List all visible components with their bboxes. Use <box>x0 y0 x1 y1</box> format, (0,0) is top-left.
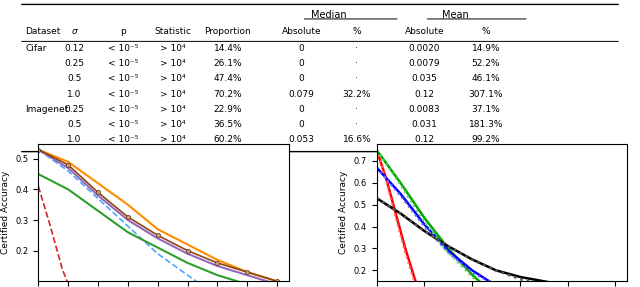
Text: 14.4%: 14.4% <box>214 44 242 53</box>
Text: 0.0083: 0.0083 <box>408 105 440 114</box>
Text: 0.079: 0.079 <box>289 90 314 98</box>
Text: Proportion: Proportion <box>204 27 252 36</box>
Text: 22.9%: 22.9% <box>214 105 242 114</box>
Text: ·: · <box>355 44 358 53</box>
Text: 307.1%: 307.1% <box>468 90 503 98</box>
Text: < 10⁻⁵: < 10⁻⁵ <box>108 90 139 98</box>
Text: Mean: Mean <box>442 10 468 20</box>
Text: 36.5%: 36.5% <box>214 120 242 129</box>
Text: 47.4%: 47.4% <box>214 74 242 84</box>
Text: p: p <box>120 27 126 36</box>
Text: ·: · <box>355 59 358 68</box>
Text: > 10⁴: > 10⁴ <box>160 105 186 114</box>
Text: < 10⁻⁵: < 10⁻⁵ <box>108 44 139 53</box>
Text: 0.035: 0.035 <box>412 74 437 84</box>
Text: 1.0: 1.0 <box>67 135 81 144</box>
Text: < 10⁻⁵: < 10⁻⁵ <box>108 120 139 129</box>
Text: σ: σ <box>72 27 77 36</box>
Text: > 10⁴: > 10⁴ <box>160 74 186 84</box>
Text: ·: · <box>355 105 358 114</box>
Text: 14.9%: 14.9% <box>472 44 500 53</box>
Text: 181.3%: 181.3% <box>468 120 503 129</box>
Text: 26.1%: 26.1% <box>214 59 242 68</box>
Text: < 10⁻⁵: < 10⁻⁵ <box>108 59 139 68</box>
Text: 46.1%: 46.1% <box>472 74 500 84</box>
Text: 0.25: 0.25 <box>64 105 84 114</box>
Text: 0.5: 0.5 <box>67 74 81 84</box>
Text: > 10⁴: > 10⁴ <box>160 44 186 53</box>
Text: 60.2%: 60.2% <box>214 135 242 144</box>
Text: > 10⁴: > 10⁴ <box>160 59 186 68</box>
Y-axis label: Certified Accuracy: Certified Accuracy <box>1 171 10 254</box>
Text: Absolute: Absolute <box>404 27 444 36</box>
Text: > 10⁴: > 10⁴ <box>160 135 186 144</box>
Text: 1.0: 1.0 <box>67 90 81 98</box>
Text: 70.2%: 70.2% <box>214 90 242 98</box>
Text: < 10⁻⁵: < 10⁻⁵ <box>108 135 139 144</box>
Text: Median: Median <box>312 10 347 20</box>
Text: < 10⁻⁵: < 10⁻⁵ <box>108 74 139 84</box>
Text: Absolute: Absolute <box>282 27 321 36</box>
Text: 32.2%: 32.2% <box>342 90 371 98</box>
Text: ·: · <box>355 120 358 129</box>
Text: 0.0020: 0.0020 <box>409 44 440 53</box>
Text: Dataset: Dataset <box>25 27 60 36</box>
Text: 0.25: 0.25 <box>64 59 84 68</box>
Text: 0: 0 <box>299 120 305 129</box>
Text: 0.031: 0.031 <box>412 120 437 129</box>
Text: 0.0079: 0.0079 <box>408 59 440 68</box>
Text: 0: 0 <box>299 59 305 68</box>
Text: %: % <box>353 27 361 36</box>
Text: 0.5: 0.5 <box>67 120 81 129</box>
Text: 0.12: 0.12 <box>64 44 84 53</box>
Legend: Ours-Softmax, Ours-Multinomial, Cohen, Lecuyer, Li, Multinomial-Ensemble: Ours-Softmax, Ours-Multinomial, Cohen, L… <box>507 145 623 224</box>
Text: 0.12: 0.12 <box>415 135 435 144</box>
Text: 99.2%: 99.2% <box>472 135 500 144</box>
Text: < 10⁻⁵: < 10⁻⁵ <box>108 105 139 114</box>
Text: Imagenet: Imagenet <box>25 105 68 114</box>
Text: %: % <box>481 27 490 36</box>
Text: 0: 0 <box>299 74 305 84</box>
Text: 0: 0 <box>299 44 305 53</box>
Y-axis label: Certified Accuracy: Certified Accuracy <box>339 171 348 254</box>
Text: > 10⁴: > 10⁴ <box>160 90 186 98</box>
Text: ·: · <box>355 74 358 84</box>
Text: Cifar: Cifar <box>25 44 47 53</box>
Text: 16.6%: 16.6% <box>342 135 371 144</box>
Text: 37.1%: 37.1% <box>472 105 500 114</box>
Text: 52.2%: 52.2% <box>472 59 500 68</box>
Text: 0: 0 <box>299 105 305 114</box>
Text: 0.12: 0.12 <box>415 90 435 98</box>
Text: 0.053: 0.053 <box>289 135 314 144</box>
Text: Statistic: Statistic <box>154 27 191 36</box>
Text: > 10⁴: > 10⁴ <box>160 120 186 129</box>
